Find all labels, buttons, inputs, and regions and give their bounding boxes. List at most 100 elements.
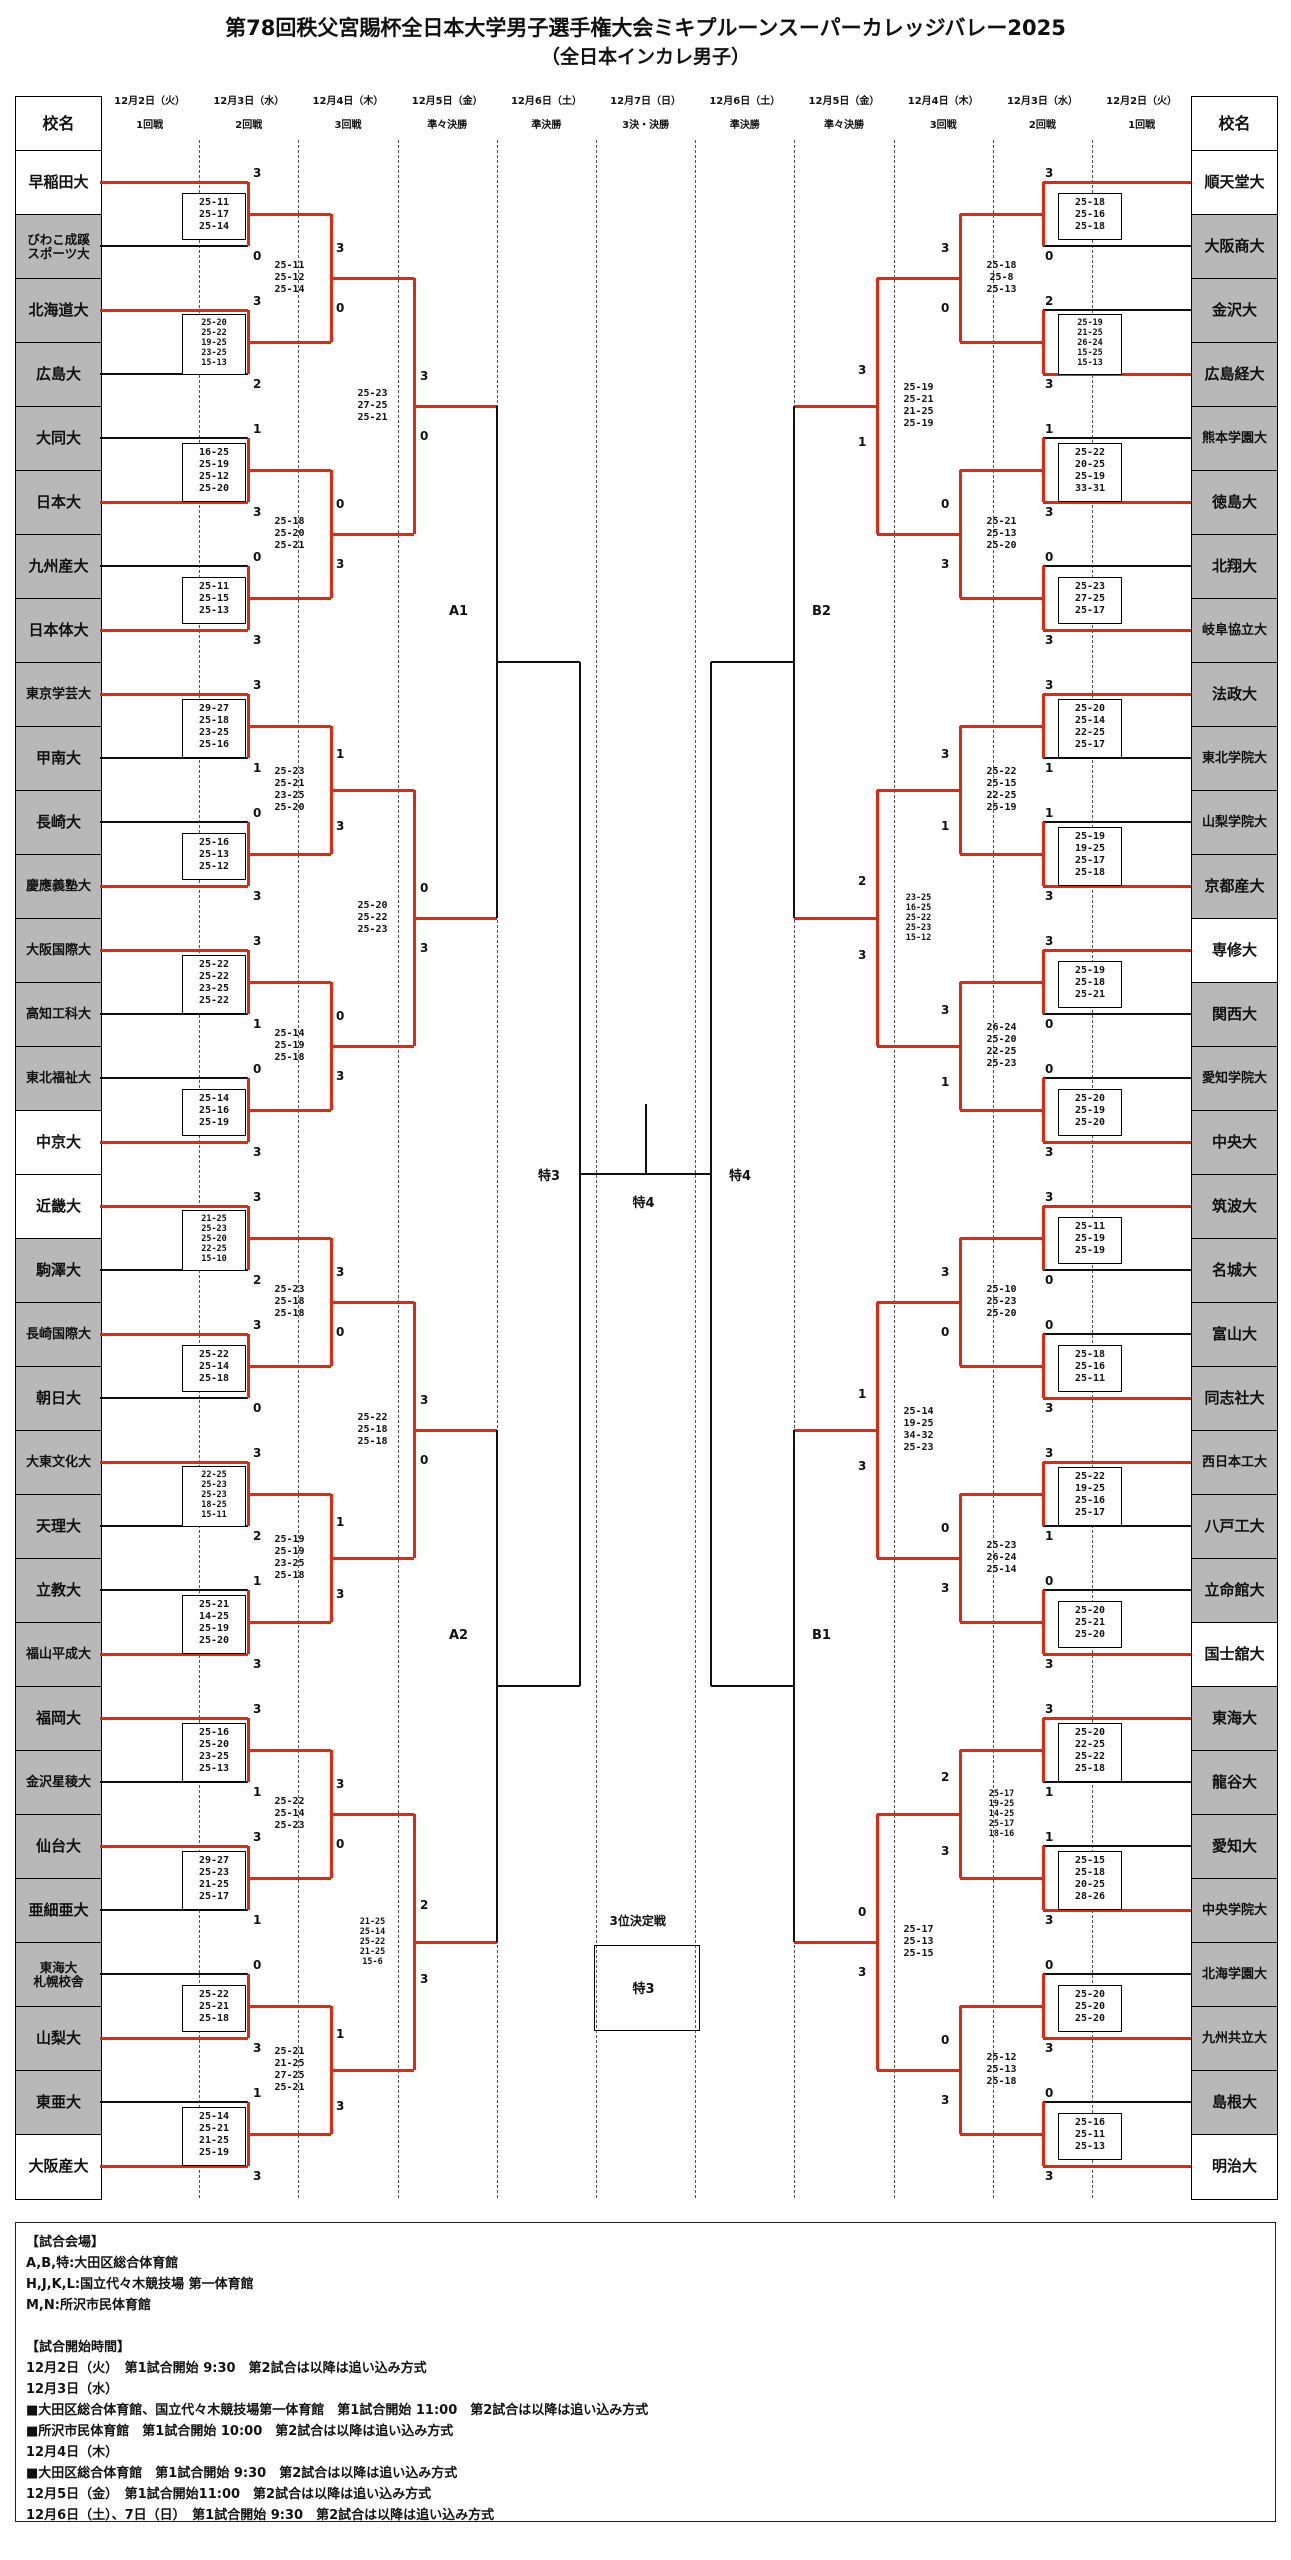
bracket-line [794,404,877,408]
bracket-line [1043,1077,1191,1079]
school-cell: 京都産大 [1191,854,1278,920]
school-cell: 大東文化大 [15,1430,102,1496]
set-count: 3 [941,1265,950,1279]
bracket-line [100,692,248,696]
set-count: 0 [253,806,262,820]
bracket-line [960,340,1043,344]
bracket-line [414,1428,497,1432]
column-separator [298,140,300,2198]
score-box: 25-23 27-25 25-21 [357,388,388,423]
score-box: 26-24 25-20 22-25 25-23 [986,1022,1017,1069]
footer-line: H,J,K,L:国立代々木競技場 第一体育館 [26,2277,254,2292]
set-count: 3 [1045,633,1054,647]
bracket-line [100,628,248,632]
bracket-line [100,437,248,439]
school-cell: 法政大 [1191,662,1278,728]
bracket-line [414,916,497,920]
score-box: 25-19 25-18 25-21 [1058,961,1122,1008]
bracket-line [960,1108,1043,1112]
bracket-line [248,1492,331,1496]
school-cell: 早稲田大 [15,150,102,216]
bracket-line [100,757,248,759]
school-cell: 山梨大 [15,2006,102,2072]
set-count: 3 [253,1446,262,1460]
set-count: 0 [336,301,345,315]
final-court-label: 特4 [632,1196,655,1211]
score-box: 25-22 25-21 25-18 [182,1985,246,2032]
column-separator [199,140,201,2198]
school-cell: 長崎国際大 [15,1302,102,1368]
score-box: 25-22 25-14 25-18 [182,1345,246,1392]
bracket-line [1043,1652,1191,1656]
score-box: 25-20 25-14 22-25 25-17 [1058,699,1122,758]
bracket-line [1041,1334,1045,1398]
set-count: 0 [1045,1958,1054,1972]
header-round: 1回戦 [1128,120,1156,131]
set-count: 3 [941,1581,950,1595]
set-count: 1 [253,761,262,775]
bracket-line [100,500,248,504]
bracket-line [248,1108,331,1112]
school-cell: 岐阜協立大 [1191,598,1278,664]
bracket-line [710,662,712,1686]
school-cell: 天理大 [15,1494,102,1560]
school-cell: 九州共立大 [1191,2006,1278,2072]
school-column-header: 校名 [15,96,102,152]
bracket-line [711,1685,794,1687]
set-count: 3 [941,2093,950,2107]
set-count: 3 [420,1972,429,1986]
school-cell: 中京大 [15,1110,102,1176]
set-count: 0 [1045,1017,1054,1031]
set-count: 3 [1045,1913,1054,1927]
school-cell: 立教大 [15,1558,102,1624]
school-cell: 慶應義塾大 [15,854,102,920]
set-count: 1 [1045,422,1054,436]
bracket-line [100,1844,248,1848]
set-count: 1 [253,1017,262,1031]
bracket-line [248,1876,331,1880]
school-cell: 長崎大 [15,790,102,856]
bracket-line [960,1876,1043,1880]
set-count: 3 [1045,934,1054,948]
bracket-line [644,1104,647,1174]
header-round: 3回戦 [334,120,362,131]
bracket-line [100,1397,248,1399]
school-cell: 福岡大 [15,1686,102,1752]
set-count: 0 [1045,1318,1054,1332]
bracket-line [958,2006,962,2134]
set-count: 3 [253,166,262,180]
bracket-line [1043,1845,1191,1847]
set-count: 3 [336,557,345,571]
school-cell: 東北学院大 [1191,726,1278,792]
bracket-line [100,1525,248,1527]
set-count: 3 [858,363,867,377]
set-count: 1 [253,1913,262,1927]
bracket-line [1041,182,1045,246]
bracket-line [331,532,414,536]
set-count: 0 [1045,1273,1054,1287]
set-count: 0 [858,1905,867,1919]
score-box: 25-11 25-12 25-14 [274,260,305,295]
header-round: 準決勝 [729,120,760,131]
bracket-line [1041,822,1045,886]
bracket-line [100,2036,248,2040]
set-count: 0 [420,881,429,895]
bracket-line [1043,565,1191,567]
bracket-line [1043,884,1191,888]
bracket-line [248,596,331,600]
bracket-line [877,1556,960,1560]
bracket-line [960,1620,1043,1624]
set-count: 3 [1045,377,1054,391]
school-cell: 九州産大 [15,534,102,600]
set-count: 3 [941,1003,950,1017]
set-count: 0 [941,301,950,315]
score-box: 23-25 16-25 25-22 25-23 15-12 [905,893,932,943]
set-count: 1 [1045,1830,1054,1844]
school-cell: 愛知学院大 [1191,1046,1278,1112]
school-cell: 広島大 [15,342,102,408]
bracket-line [794,916,877,920]
bracket-line [1043,500,1191,504]
set-count: 3 [1045,2041,1054,2055]
column-separator [496,140,498,2198]
